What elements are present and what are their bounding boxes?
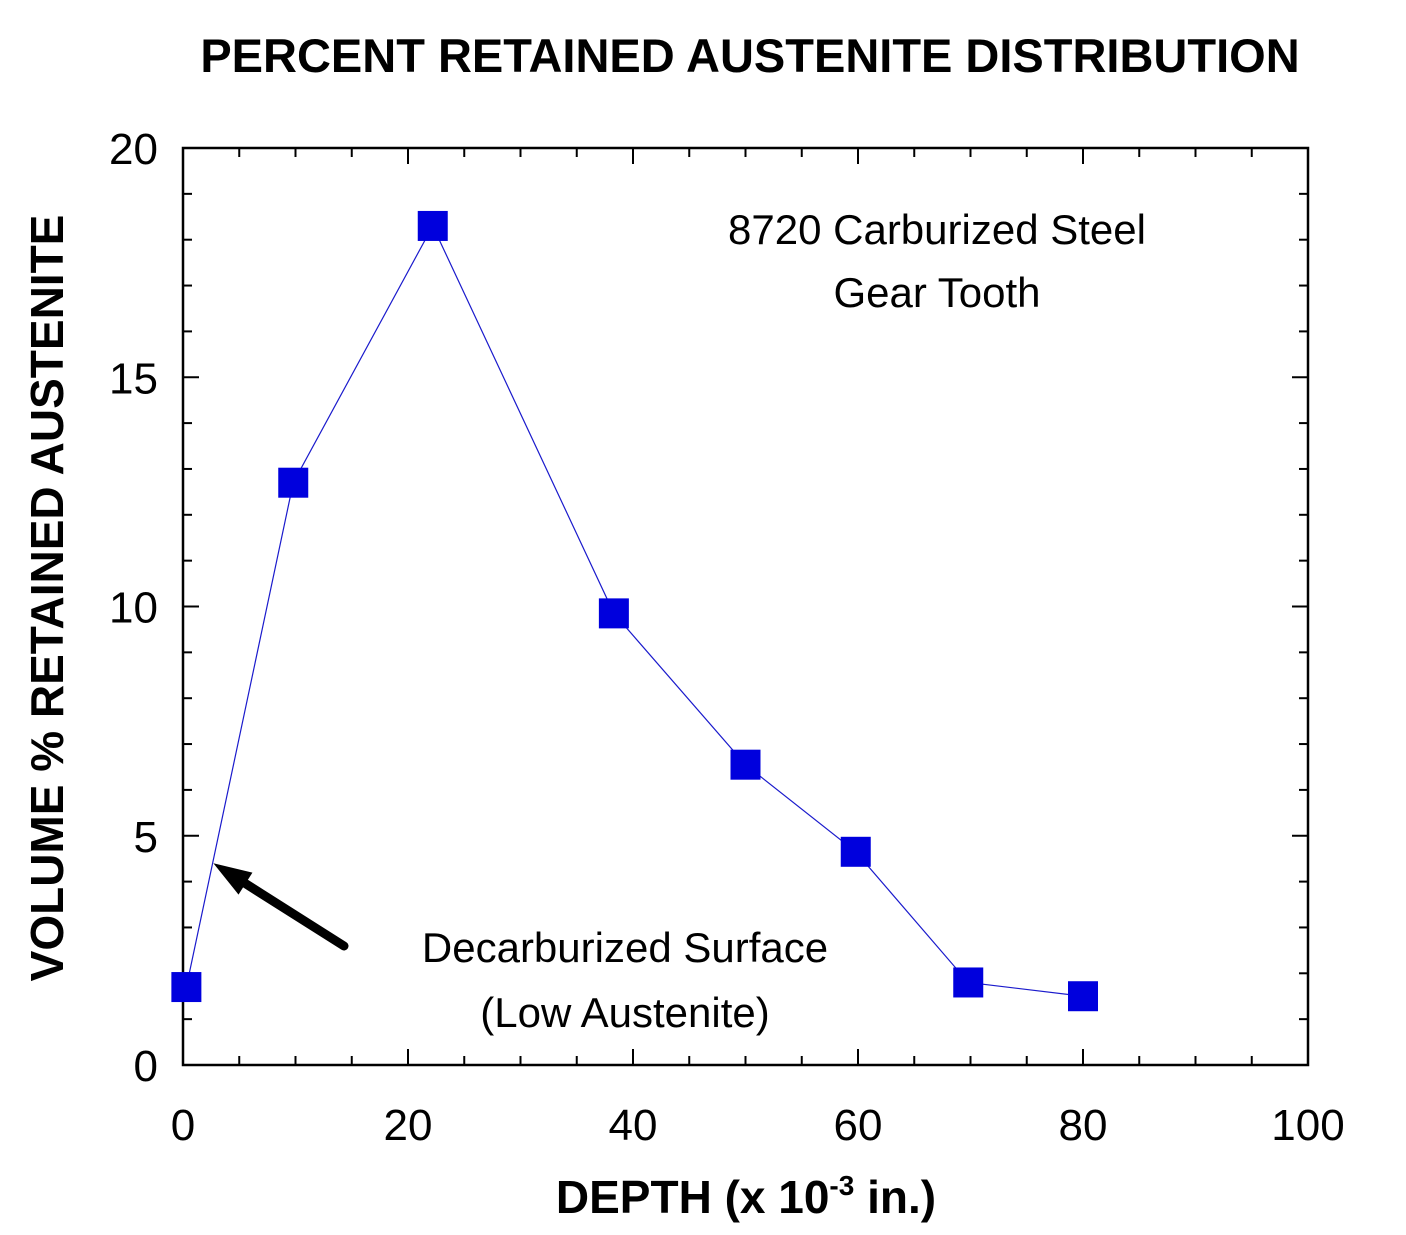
data-point-marker xyxy=(840,836,871,867)
x-tick-label: 100 xyxy=(1271,1101,1344,1150)
y-tick-label: 0 xyxy=(134,1042,158,1091)
x-tick-label: 40 xyxy=(609,1101,658,1150)
x-axis-label-main: DEPTH (x 10 xyxy=(556,1171,830,1223)
data-point-marker xyxy=(417,210,448,241)
material-label-line2: Gear Tooth xyxy=(833,269,1040,316)
y-axis-label: VOLUME % RETAINED AUSTENITE xyxy=(21,215,73,982)
series-polyline xyxy=(185,224,1084,997)
arrow-shaft xyxy=(240,879,349,951)
x-tick-labels: 0 20 40 60 80 100 xyxy=(171,1101,1345,1150)
data-point-marker xyxy=(278,467,309,498)
x-tick-label: 20 xyxy=(384,1101,433,1150)
x-tick-label: 0 xyxy=(171,1101,195,1150)
y-tick-label: 10 xyxy=(109,584,158,633)
chart-title: PERCENT RETAINED AUSTENITE DISTRIBUTION xyxy=(200,29,1299,82)
x-axis-label-unit: in.) xyxy=(854,1171,936,1223)
data-point-marker xyxy=(1068,981,1098,1012)
y-tick-labels: 0 5 10 15 20 xyxy=(109,125,158,1091)
y-tick-label: 5 xyxy=(134,813,158,862)
decarburized-arrow xyxy=(213,863,349,951)
x-axis-label-exponent: -3 xyxy=(829,1170,854,1201)
series-line xyxy=(185,224,1084,997)
y-tick-label: 20 xyxy=(109,125,158,174)
series-markers xyxy=(171,210,1098,1012)
data-point-marker xyxy=(598,598,629,629)
axis-ticks xyxy=(182,147,1309,1066)
arrow-label-line2: (Low Austenite) xyxy=(480,989,770,1036)
x-tick-label: 80 xyxy=(1059,1101,1108,1150)
material-label-line1: 8720 Carburized Steel xyxy=(728,206,1146,253)
data-point-marker xyxy=(730,749,761,780)
x-axis-label: DEPTH (x 10-3 in.) xyxy=(556,1170,936,1223)
y-tick-label: 15 xyxy=(109,354,158,403)
data-point-marker xyxy=(171,972,202,1003)
data-point-marker xyxy=(953,967,984,998)
arrow-head xyxy=(213,863,253,895)
arrow-label-line1: Decarburized Surface xyxy=(422,924,828,971)
x-tick-label: 60 xyxy=(834,1101,883,1150)
